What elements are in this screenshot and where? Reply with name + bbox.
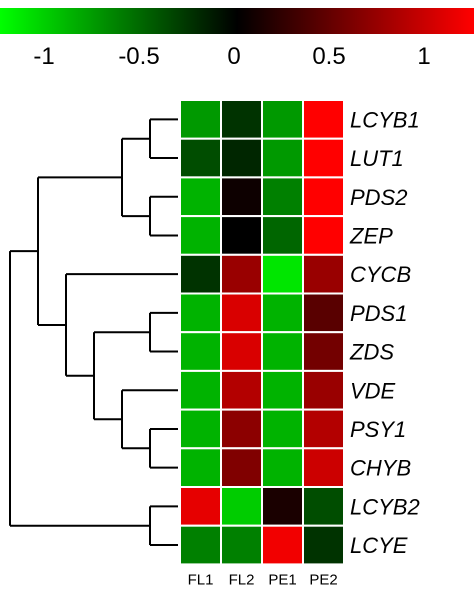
column-label: PE2: [309, 571, 337, 588]
heatmap-cell: [179, 99, 222, 140]
row-label: LUT1: [350, 146, 404, 171]
heatmap-cell: [220, 486, 263, 527]
row-dendrogram: [9, 118, 178, 547]
heatmap-cell: [179, 331, 222, 372]
heatmap-cell: [220, 137, 263, 179]
colorbar-tick-label: -0.5: [118, 43, 159, 70]
heatmap-cell: [261, 292, 304, 334]
heatmap-cell: [179, 292, 222, 334]
heatmap-cell: [261, 524, 304, 566]
colorbar-tick-label: 0: [227, 43, 240, 70]
heatmap-cell: [302, 486, 345, 527]
heatmap-cell: [179, 176, 222, 218]
heatmap-cell: [261, 447, 304, 488]
row-label: VDE: [350, 378, 396, 403]
row-label: PDS1: [350, 301, 407, 326]
colorbar-ticks: -1 -0.5 0 0.5 1: [33, 43, 430, 70]
heatmap-cell: [261, 253, 304, 295]
row-label: LCYE: [350, 533, 408, 558]
column-label: PE1: [268, 571, 296, 588]
heatmap-cell: [261, 331, 304, 372]
heatmap-cell: [220, 176, 263, 218]
row-label: CYCB: [350, 262, 411, 287]
heatmap-cell: [261, 369, 304, 411]
heatmap-cell: [179, 369, 222, 411]
colorbar-tick-label: 1: [417, 43, 430, 70]
column-label: FL1: [188, 571, 214, 588]
heatmap-cells: [179, 99, 345, 566]
heatmap-cell: [220, 331, 263, 372]
row-label: ZEP: [349, 223, 393, 248]
heatmap-cell: [220, 253, 263, 295]
heatmap-cell: [261, 99, 304, 140]
row-label: PDS2: [350, 185, 407, 210]
row-labels: LCYB1 LUT1 PDS2 ZEP CYCB PDS1 ZDS VDE PSY1 CHYB LC…: [349, 107, 420, 558]
heatmap-cell: [302, 99, 345, 140]
heatmap-cell: [220, 524, 263, 566]
heatmap-cell: [179, 524, 222, 566]
row-label: ZDS: [349, 340, 394, 365]
row-label: CHYB: [350, 456, 411, 481]
heatmap-cell: [220, 99, 263, 140]
row-label: PSY1: [350, 417, 406, 442]
heatmap-cell: [179, 137, 222, 179]
column-label: FL2: [229, 571, 255, 588]
colorbar-tick-label: -1: [33, 43, 54, 70]
heatmap-cell: [220, 447, 263, 488]
colorbar-tick-label: 0.5: [312, 43, 345, 70]
heatmap-cell: [220, 215, 263, 256]
column-labels: FL1 FL2 PE1 PE2: [188, 571, 338, 588]
heatmap-cell: [179, 447, 222, 488]
heatmap-cell: [302, 176, 345, 218]
heatmap-cell: [220, 369, 263, 411]
heatmap-cell: [302, 137, 345, 179]
heatmap-cell: [302, 292, 345, 334]
heatmap-cell: [179, 215, 222, 256]
heatmap-cell: [302, 447, 345, 488]
heatmap-cell: [302, 408, 345, 450]
heatmap-cell: [302, 331, 345, 372]
heatmap-cell: [302, 253, 345, 295]
heatmap-cell: [302, 215, 345, 256]
heatmap-cell: [261, 137, 304, 179]
heatmap-cell: [220, 292, 263, 334]
heatmap-cell: [302, 524, 345, 566]
heatmap-cell: [261, 408, 304, 450]
heatmap-cell: [179, 408, 222, 450]
colorbar: -1 -0.5 0 0.5 1: [0, 8, 474, 70]
heatmap-cell: [220, 408, 263, 450]
heatmap-cell: [261, 486, 304, 527]
row-label: LCYB2: [350, 494, 420, 519]
colorbar-gradient: [0, 8, 474, 34]
row-label: LCYB1: [350, 107, 420, 132]
heatmap-cell: [179, 486, 222, 527]
heatmap-cell: [179, 253, 222, 295]
heatmap-cell: [261, 176, 304, 218]
heatmap-cell: [261, 215, 304, 256]
heatmap-cell: [302, 369, 345, 411]
